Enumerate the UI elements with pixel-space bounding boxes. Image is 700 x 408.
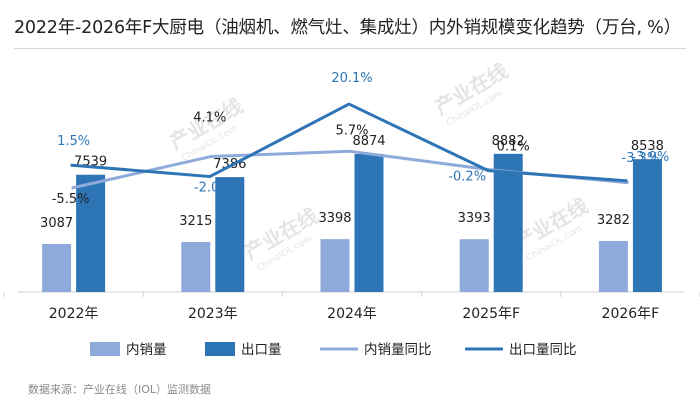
category-dividers — [3, 292, 700, 297]
bar-出口量 — [76, 174, 106, 292]
bar-label: 3215 — [179, 214, 212, 229]
legend: 内销量 出口量 内销量同比 出口量同比 — [90, 342, 577, 358]
bar-layer — [42, 153, 662, 292]
line-label: 0.1% — [497, 140, 530, 155]
bar-label: 3282 — [597, 213, 630, 228]
bar-label: 8538 — [631, 139, 664, 154]
line-label: 5.7% — [335, 123, 368, 138]
bar-label: 3398 — [318, 211, 351, 226]
bar-出口量 — [632, 159, 662, 292]
line-label: -5.5% — [52, 192, 90, 207]
chart-title: 2022年-2026年F大厨电（油烟机、燃气灶、集成灶）内外销规模变化趋势（万台… — [14, 18, 681, 38]
title-divider — [14, 48, 686, 49]
legend-swatch — [205, 342, 235, 356]
legend-label: 出口量同比 — [509, 342, 577, 358]
line-label: 1.5% — [57, 134, 90, 149]
legend-label: 出口量 — [241, 342, 282, 358]
bar-内销量 — [598, 240, 628, 292]
x-tick-label-layer: 2022年 2023年 2024年 2025年F 2026年F — [49, 306, 659, 322]
legend-swatch — [90, 342, 120, 356]
bar-出口量 — [493, 153, 523, 292]
legend-item: 出口量 — [205, 342, 282, 358]
line-layer — [70, 102, 629, 190]
x-tick-label: 2026年F — [602, 306, 660, 322]
bar-label: 3393 — [458, 211, 491, 226]
line-label: -2.0% — [194, 181, 232, 196]
line-内销量同比 — [71, 149, 629, 190]
bar-label: 3087 — [40, 216, 73, 231]
source-note: 数据来源：产业在线（IOL）监测数据 — [28, 383, 212, 396]
x-tick-label: 2025年F — [462, 306, 520, 322]
x-tick-label: 2024年 — [327, 306, 377, 322]
bar-内销量 — [459, 239, 489, 292]
x-tick-label: 2023年 — [188, 306, 238, 322]
line-label: 4.1% — [193, 111, 226, 126]
line-label: 20.1% — [331, 71, 372, 86]
bar-内销量 — [42, 243, 72, 292]
bar-内销量 — [320, 239, 350, 292]
bar-出口量 — [215, 177, 245, 292]
bar-内销量 — [181, 241, 211, 292]
bar-label: 8874 — [352, 134, 385, 149]
legend-item: 内销量同比 — [320, 342, 432, 358]
legend-item: 出口量同比 — [465, 342, 577, 358]
line-出口量同比 — [70, 102, 628, 183]
legend-item: 内销量 — [90, 342, 167, 358]
legend-label: 内销量 — [126, 342, 167, 358]
x-tick-label: 2022年 — [49, 306, 99, 322]
line-label: -0.2% — [448, 170, 486, 185]
line-label: -3.9% — [632, 150, 670, 165]
line-label: -3.3% — [622, 151, 660, 166]
bar-出口量 — [354, 153, 384, 292]
line-label-layer: -5.5% 4.1% 5.7% 0.1% -3.9% 1.5% -2.0% 20.1% -0.2… — [52, 71, 670, 207]
bar-label: 8882 — [492, 134, 525, 149]
legend-label: 内销量同比 — [364, 342, 432, 358]
